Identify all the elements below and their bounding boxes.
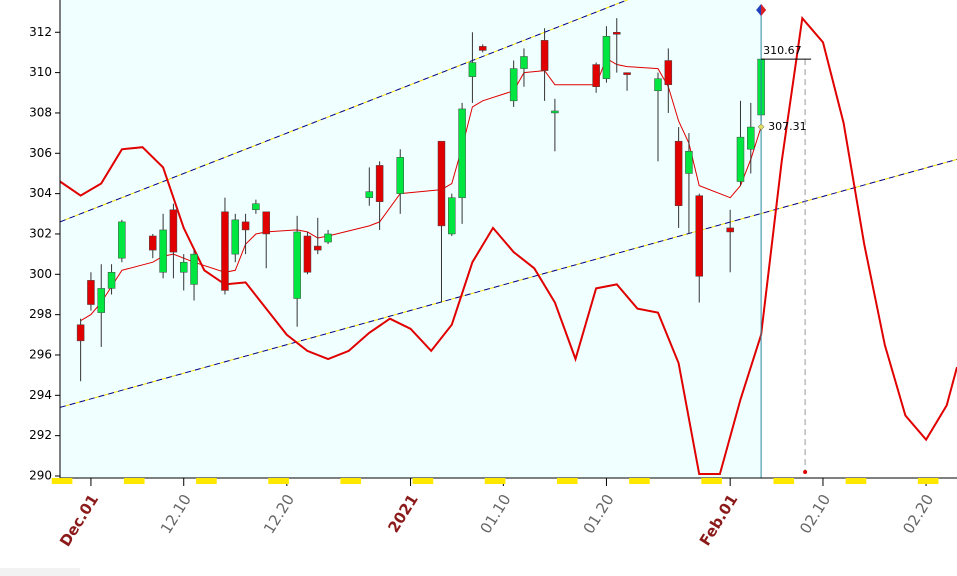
candle-body [613,32,621,35]
candle-body [169,209,178,253]
y-tick-label: 310 [29,65,52,79]
candle-body [437,140,446,227]
y-tick-label: 304 [29,186,52,200]
candle-body [190,253,198,285]
candle-body [551,110,559,114]
candle-body [118,221,126,259]
oscillator-line [60,15,957,475]
candle-body [221,211,229,291]
candle-body [241,221,250,231]
candle-body [97,288,105,313]
trend-line [60,0,629,223]
y-tick-label: 290 [29,469,52,483]
annotation-label: 310.67 [763,44,802,57]
plot: 310.67 307.31 [60,0,957,478]
scroll-stub [0,568,80,576]
candle-body [262,211,270,235]
weekend-marker [51,478,73,484]
y-tick-label: 306 [29,146,52,160]
weekend-marker [629,478,650,484]
weekend-marker [484,478,506,484]
candle-body [396,157,404,194]
candle-body [87,280,95,305]
candle-body [231,219,240,255]
cursor-marker-half [761,4,767,16]
candle-body [654,78,662,92]
y-tick-label: 292 [29,428,52,442]
weekend-marker [268,478,289,484]
candle-body [664,60,673,85]
candle-body [468,62,477,77]
candle-body [159,229,167,273]
candle-body [674,140,683,206]
weekend-marker [701,478,722,484]
candle-body [509,68,518,102]
weekend-marker [196,478,217,484]
candle-body [478,46,487,51]
y-tick-label: 294 [29,388,52,402]
weekend-marker [917,478,939,484]
candle-body [592,64,600,87]
weekend-marker [123,478,145,484]
candle-body [314,245,322,251]
y-tick-label: 308 [29,105,52,119]
candle-body [695,195,703,277]
candle-body [76,324,85,342]
y-tick-label: 300 [29,267,52,281]
candle-body [458,108,466,198]
projection-dot [803,470,808,474]
weekend-marker [556,478,578,484]
annotation-marker [757,123,765,131]
annotation-label: 307.31 [768,120,807,133]
candle-body [540,40,549,71]
trend-line [60,158,957,408]
weekend-marker [412,478,434,484]
weekend-marker [845,478,867,484]
candle-body [324,233,332,243]
y-tick-label: 312 [29,25,52,39]
candle-body [149,235,157,251]
candle-body [252,203,260,211]
candle-body [726,227,734,233]
candle-body [602,36,611,79]
candle-body [303,235,312,273]
candle-body [365,191,374,198]
candle-body [375,165,384,202]
candle-body [448,197,456,235]
candle-body [747,126,755,150]
candle-body [107,272,116,289]
weekend-marker [773,478,795,484]
candle-body [685,151,693,174]
candle-body [623,72,631,75]
candle-body [520,56,528,69]
y-tick-label: 298 [29,307,52,321]
weekend-marker [340,478,362,484]
y-tick-label: 296 [29,347,52,361]
y-tick-label: 302 [29,226,52,240]
candle-body [736,136,745,182]
candle-body [293,231,301,299]
candle-body [179,261,188,273]
